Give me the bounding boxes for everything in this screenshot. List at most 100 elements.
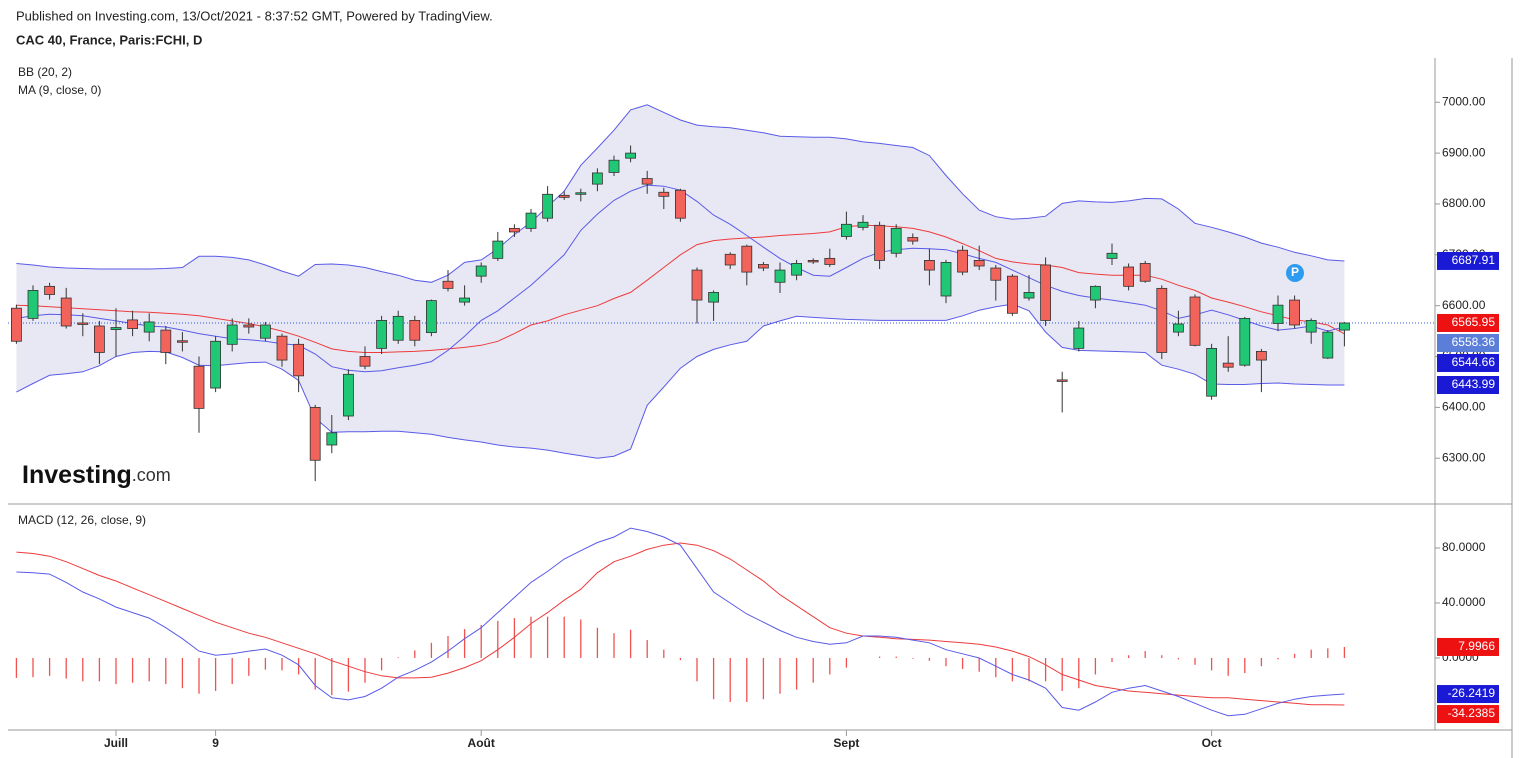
last-value-label: 6443.99 xyxy=(1452,377,1496,391)
candle-body xyxy=(1239,317,1251,366)
candle-body xyxy=(575,192,587,195)
candle-body xyxy=(774,269,786,283)
candle-body xyxy=(641,178,653,185)
y-tick-label: 7000.00 xyxy=(1442,94,1486,108)
candle-body xyxy=(1123,266,1134,287)
last-value-box xyxy=(1437,353,1499,372)
annotation-text: P xyxy=(1291,265,1299,279)
last-value-box xyxy=(1437,637,1499,656)
candle-body xyxy=(691,269,703,301)
y-tick-label: 6300.00 xyxy=(1442,450,1486,464)
candle-body xyxy=(160,329,172,353)
candle-body xyxy=(990,267,1002,281)
candle-body xyxy=(1007,275,1018,314)
last-value-label: 7.9966 xyxy=(1458,639,1495,653)
candle-body xyxy=(1272,304,1284,324)
logo: Investing.com xyxy=(22,461,171,489)
candle-body xyxy=(874,224,885,261)
candle-body xyxy=(890,227,902,254)
candle-body xyxy=(409,320,421,341)
candle-body xyxy=(558,194,570,198)
candle-body xyxy=(309,406,321,461)
symbol-title: CAC 40, France, Paris:FCHI, D xyxy=(16,32,202,47)
candle-body xyxy=(1156,287,1168,353)
candle-body xyxy=(741,245,753,273)
candle-body xyxy=(1106,252,1118,259)
candle-body xyxy=(508,227,520,233)
candle-body xyxy=(210,340,222,389)
candle-body xyxy=(973,260,985,267)
last-value-label: -26.2419 xyxy=(1448,686,1496,700)
candle-body xyxy=(193,365,205,409)
candle-body xyxy=(243,324,255,328)
candle-body xyxy=(758,264,769,269)
plot: 6300.006400.006500.006600.006700.006800.… xyxy=(8,94,1499,750)
last-value-label: -34.2385 xyxy=(1448,706,1496,720)
last-value-box xyxy=(1437,333,1499,352)
last-value-box xyxy=(1437,313,1499,332)
candle-body xyxy=(924,260,935,271)
x-tick-label: Sept xyxy=(833,736,859,750)
candle-body xyxy=(1339,322,1350,331)
candle-body xyxy=(1222,362,1234,368)
candle-body xyxy=(1189,296,1201,346)
candle-body xyxy=(1040,264,1051,321)
candle-body xyxy=(459,297,471,303)
x-tick-label: Oct xyxy=(1202,736,1222,750)
x-tick-label: 9 xyxy=(212,736,219,750)
candle-body xyxy=(492,240,504,259)
bb-lower xyxy=(16,303,1345,459)
candle-body xyxy=(392,315,404,341)
macd-line xyxy=(16,527,1345,717)
candle-body xyxy=(475,265,487,277)
candle-body xyxy=(226,324,238,345)
candle-body xyxy=(957,249,968,273)
bb-middle xyxy=(16,224,1345,353)
candle-body xyxy=(675,189,686,219)
candle-body xyxy=(176,340,188,343)
candle-body xyxy=(276,335,288,361)
candle-body xyxy=(293,343,305,377)
candle-body xyxy=(94,325,105,353)
candle-body xyxy=(425,300,437,334)
y-tick-label: 80.0000 xyxy=(1442,540,1486,554)
x-tick-label: Août xyxy=(468,736,495,750)
annotation-marker xyxy=(1286,264,1304,282)
bb-legend: BB (20, 2) xyxy=(18,65,72,79)
candle-body xyxy=(807,260,819,263)
candle-body xyxy=(658,191,670,197)
candle-body xyxy=(841,223,852,237)
candle-body xyxy=(127,319,138,329)
candle-body xyxy=(110,327,122,330)
candle-body xyxy=(259,324,271,339)
macd-legend: MACD (12, 26, close, 9) xyxy=(18,513,146,527)
candle-body xyxy=(1206,347,1217,397)
bb-upper xyxy=(16,104,1345,283)
candle-body xyxy=(60,297,72,327)
candle-body xyxy=(442,280,454,289)
candle-body xyxy=(542,193,553,219)
candle-body xyxy=(326,432,338,446)
y-tick-label: 40.0000 xyxy=(1442,595,1486,609)
y-tick-label: 6400.00 xyxy=(1442,400,1486,414)
last-value-box xyxy=(1437,251,1499,270)
last-value-label: 6558.36 xyxy=(1452,335,1496,349)
candle-body xyxy=(1023,292,1035,299)
ma-legend: MA (9, close, 0) xyxy=(18,83,101,97)
candle-body xyxy=(376,320,388,349)
published-note: Published on Investing.com, 13/Oct/2021 … xyxy=(16,8,493,23)
candle-body xyxy=(44,285,55,295)
candle-body xyxy=(1139,263,1151,282)
candle-body xyxy=(1289,299,1300,326)
last-value-label: 6687.91 xyxy=(1452,253,1496,267)
candle-body xyxy=(708,292,719,303)
last-value-label: 6544.66 xyxy=(1452,355,1496,369)
candle-body xyxy=(1090,285,1101,301)
candle-body xyxy=(27,290,39,319)
candle-body xyxy=(824,257,836,265)
candle-body xyxy=(1173,323,1184,333)
last-value-label: 6565.95 xyxy=(1452,315,1496,329)
last-value-box xyxy=(1437,705,1499,724)
candle-body xyxy=(791,263,802,276)
